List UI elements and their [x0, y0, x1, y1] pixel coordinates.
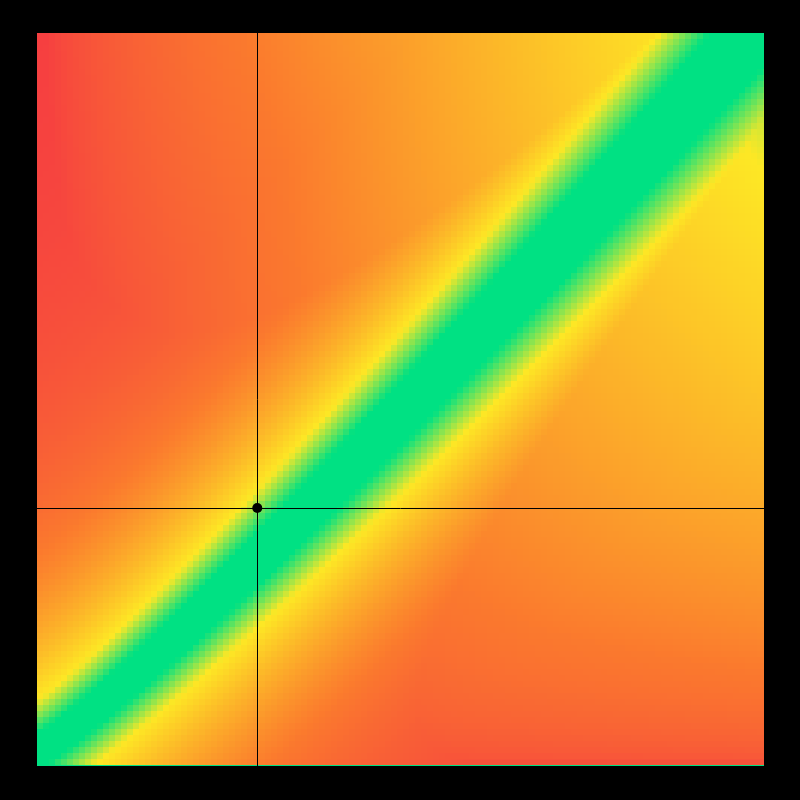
- bottleneck-heatmap: [0, 0, 800, 800]
- chart-container: TheBottleneck.com: [0, 0, 800, 800]
